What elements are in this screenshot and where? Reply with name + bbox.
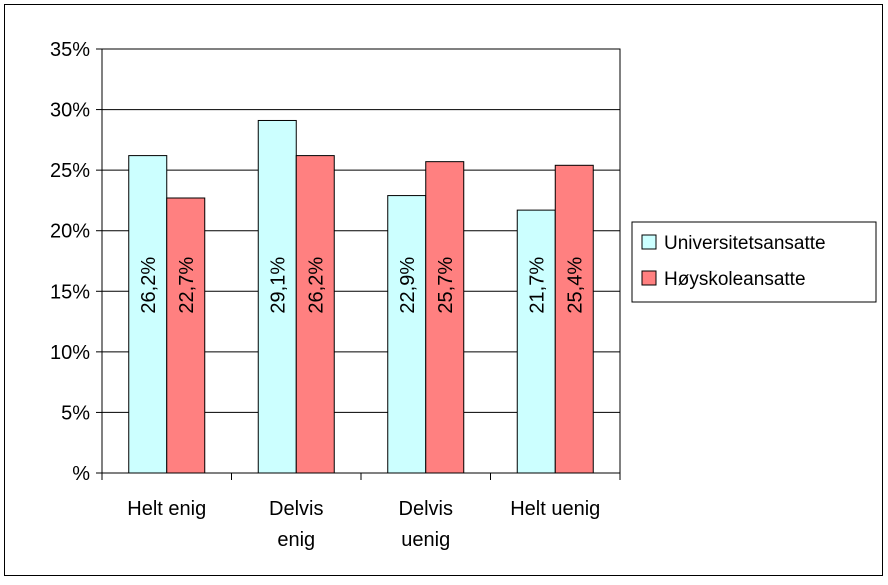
- bar: [257, 119, 297, 474]
- axes: % 5% 10% 15% 20% 25% 30% 35% Helt enig Delvis enig…: [50, 39, 621, 551]
- y-tick-label: 20%: [50, 221, 90, 243]
- bar: [387, 195, 427, 474]
- bar: [516, 209, 556, 474]
- x-tick-label: Helt uenig: [510, 498, 600, 520]
- legend-label: Universitetsansatte: [664, 233, 826, 254]
- y-tick-label: 35%: [50, 39, 90, 61]
- y-tick-label: 30%: [50, 100, 90, 122]
- bar: [554, 164, 594, 474]
- data-label: 26,2%: [138, 257, 160, 314]
- data-label: 22,9%: [397, 257, 419, 314]
- y-tick-label: %: [72, 463, 90, 485]
- x-tick-label: Delvis: [269, 498, 323, 520]
- y-tick-label: 10%: [50, 342, 90, 364]
- legend-box: [631, 221, 877, 303]
- legend: Universitetsansatte Høyskoleansatte: [631, 221, 877, 303]
- y-tick-label: 15%: [50, 281, 90, 303]
- data-label: 21,7%: [526, 257, 548, 314]
- x-tick-label: uenig: [401, 529, 450, 551]
- x-tick-label: Delvis: [399, 498, 453, 520]
- legend-swatch: [641, 270, 657, 286]
- data-label: 25,4%: [564, 257, 586, 314]
- data-label: 25,7%: [435, 257, 457, 314]
- bar: [166, 197, 206, 474]
- x-tick-label: Helt enig: [127, 498, 206, 520]
- legend-label: Høyskoleansatte: [664, 269, 806, 290]
- bar: [425, 161, 465, 474]
- data-label: 22,7%: [176, 257, 198, 314]
- y-tick-label: 25%: [50, 160, 90, 182]
- legend-swatch: [641, 234, 657, 250]
- bar: [295, 155, 335, 474]
- y-tick-label: 5%: [61, 402, 90, 424]
- bars: 26,2% 22,7% 29,1% 26,2% 22,9% 25,7% 21,7% 25,4%: [128, 119, 594, 474]
- x-tick-label: enig: [277, 529, 315, 551]
- data-label: 26,2%: [305, 257, 327, 314]
- data-label: 29,1%: [267, 257, 289, 314]
